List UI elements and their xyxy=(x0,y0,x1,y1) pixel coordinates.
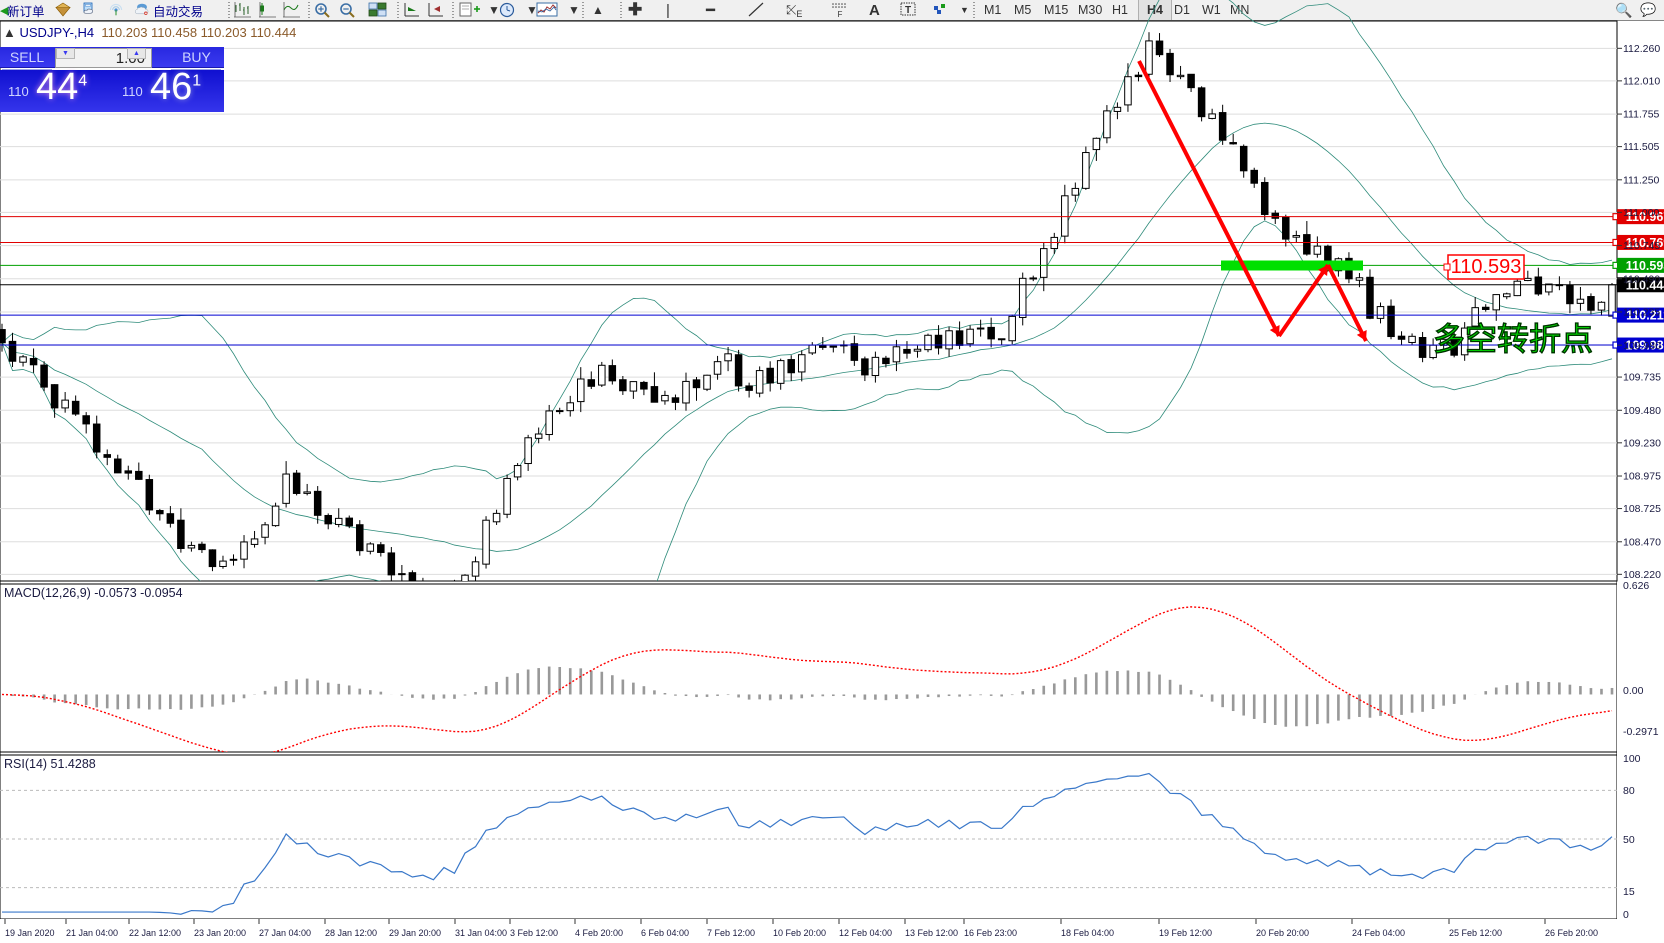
svg-text:0.00: 0.00 xyxy=(1623,685,1644,697)
svg-text:110.593: 110.593 xyxy=(1451,256,1522,278)
svg-text:-0.2971: -0.2971 xyxy=(1623,726,1659,738)
svg-text:108.975: 108.975 xyxy=(1623,471,1661,483)
svg-text:31 Jan 04:00: 31 Jan 04:00 xyxy=(455,928,507,938)
svg-text:21 Jan 04:00: 21 Jan 04:00 xyxy=(66,928,118,938)
svg-text:16 Feb 23:00: 16 Feb 23:00 xyxy=(964,928,1017,938)
svg-text:24 Feb 04:00: 24 Feb 04:00 xyxy=(1352,928,1405,938)
svg-text:112.260: 112.260 xyxy=(1623,43,1660,55)
svg-text:MACD(12,26,9) -0.0573 -0.0954: MACD(12,26,9) -0.0573 -0.0954 xyxy=(4,586,183,600)
svg-text:110.593: 110.593 xyxy=(1626,259,1664,273)
svg-text:19 Feb 12:00: 19 Feb 12:00 xyxy=(1159,928,1212,938)
svg-text:111.755: 111.755 xyxy=(1623,109,1660,121)
svg-text:80: 80 xyxy=(1623,785,1635,797)
svg-text:26 Feb 20:00: 26 Feb 20:00 xyxy=(1545,928,1598,938)
svg-text:108.470: 108.470 xyxy=(1623,536,1661,548)
svg-text:110.235: 110.235 xyxy=(1623,307,1660,319)
svg-text:111.250: 111.250 xyxy=(1623,174,1660,186)
svg-text:18 Feb 04:00: 18 Feb 04:00 xyxy=(1061,928,1114,938)
svg-text:0.626: 0.626 xyxy=(1623,580,1649,592)
svg-text:20 Feb 20:00: 20 Feb 20:00 xyxy=(1256,928,1309,938)
svg-text:12 Feb 04:00: 12 Feb 04:00 xyxy=(839,928,892,938)
svg-text:100: 100 xyxy=(1623,753,1641,765)
svg-text:111.000: 111.000 xyxy=(1623,207,1660,219)
svg-text:109.980: 109.980 xyxy=(1623,340,1661,352)
svg-text:29 Jan 20:00: 29 Jan 20:00 xyxy=(389,928,441,938)
svg-text:112.010: 112.010 xyxy=(1623,75,1660,87)
svg-text:28 Jan 12:00: 28 Jan 12:00 xyxy=(325,928,377,938)
svg-text:多空转折点: 多空转折点 xyxy=(1433,321,1593,357)
svg-text:22 Jan 12:00: 22 Jan 12:00 xyxy=(129,928,181,938)
svg-text:6 Feb 04:00: 6 Feb 04:00 xyxy=(641,928,689,938)
svg-text:19 Jan 2020: 19 Jan 2020 xyxy=(5,928,55,938)
svg-text:109.230: 109.230 xyxy=(1623,437,1661,449)
svg-text:10 Feb 20:00: 10 Feb 20:00 xyxy=(773,928,826,938)
svg-text:3 Feb 12:00: 3 Feb 12:00 xyxy=(510,928,558,938)
svg-text:111.505: 111.505 xyxy=(1623,141,1660,153)
svg-text:RSI(14) 51.4288: RSI(14) 51.4288 xyxy=(4,757,96,771)
svg-text:27 Jan 04:00: 27 Jan 04:00 xyxy=(259,928,311,938)
svg-text:13 Feb 12:00: 13 Feb 12:00 xyxy=(905,928,958,938)
svg-text:50: 50 xyxy=(1623,834,1635,846)
svg-text:109.735: 109.735 xyxy=(1623,372,1661,384)
svg-text:15: 15 xyxy=(1623,886,1635,898)
svg-text:23 Jan 20:00: 23 Jan 20:00 xyxy=(194,928,246,938)
svg-text:109.480: 109.480 xyxy=(1623,405,1661,417)
svg-text:25 Feb 12:00: 25 Feb 12:00 xyxy=(1449,928,1502,938)
svg-text:4 Feb 20:00: 4 Feb 20:00 xyxy=(575,928,623,938)
svg-text:108.725: 108.725 xyxy=(1623,503,1661,515)
svg-text:7 Feb 12:00: 7 Feb 12:00 xyxy=(707,928,755,938)
svg-text:110.745: 110.745 xyxy=(1623,240,1660,252)
svg-text:110.490: 110.490 xyxy=(1623,273,1660,285)
svg-text:0: 0 xyxy=(1623,909,1629,921)
